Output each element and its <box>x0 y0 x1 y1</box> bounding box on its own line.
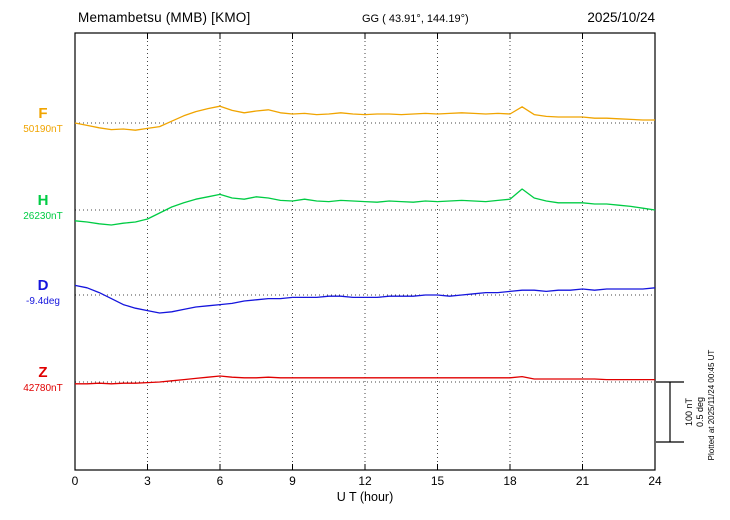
channel-f-value: 50190nT <box>23 124 63 135</box>
scale-bar-label-nt: 100 nT <box>684 397 694 427</box>
x-tick-label: 15 <box>430 474 445 488</box>
channel-h: H 26230nT <box>16 192 70 223</box>
channel-f-label: F <box>38 105 48 122</box>
page-title: Memambetsu (MMB) [KMO] <box>78 10 251 25</box>
channel-h-value: 26230nT <box>23 211 63 222</box>
channel-d: D -9.4deg <box>16 277 70 308</box>
x-tick-label: 9 <box>289 474 296 488</box>
channel-z-label: Z <box>38 364 48 381</box>
x-axis-ticks: 0 3 6 9 12 15 18 21 24 <box>0 474 730 490</box>
x-tick-label: 3 <box>144 474 151 488</box>
scale-bar-label-deg: 0.5 deg <box>695 396 705 428</box>
channel-z-value: 42780nT <box>23 383 63 394</box>
x-axis-label: U T (hour) <box>336 490 394 504</box>
channel-f: F 50190nT <box>16 105 70 136</box>
trace-f <box>74 105 655 131</box>
x-tick-label: 21 <box>575 474 590 488</box>
x-tick-label: 0 <box>71 474 79 488</box>
channel-z: Z 42780nT <box>16 364 70 395</box>
trace-d <box>74 284 656 314</box>
channel-d-label: D <box>37 277 49 294</box>
x-tick-label: 6 <box>216 474 224 488</box>
x-tick-label: 12 <box>358 474 372 488</box>
x-tick-label: 18 <box>503 474 517 488</box>
channel-d-value: -9.4deg <box>26 296 60 307</box>
plot-date: 2025/10/24 <box>587 10 655 25</box>
scale-bar-label: 100 nT 0.5 deg <box>684 382 708 442</box>
channel-h-label: H <box>37 192 49 209</box>
station-coordinates: GG ( 43.91°, 144.19°) <box>362 13 469 25</box>
trace-h <box>74 188 656 226</box>
plotted-at-note: Plotted at 2025/11/24 00:45 UT <box>707 349 716 461</box>
trace-z <box>75 375 655 385</box>
x-tick-label: 24 <box>648 474 662 488</box>
